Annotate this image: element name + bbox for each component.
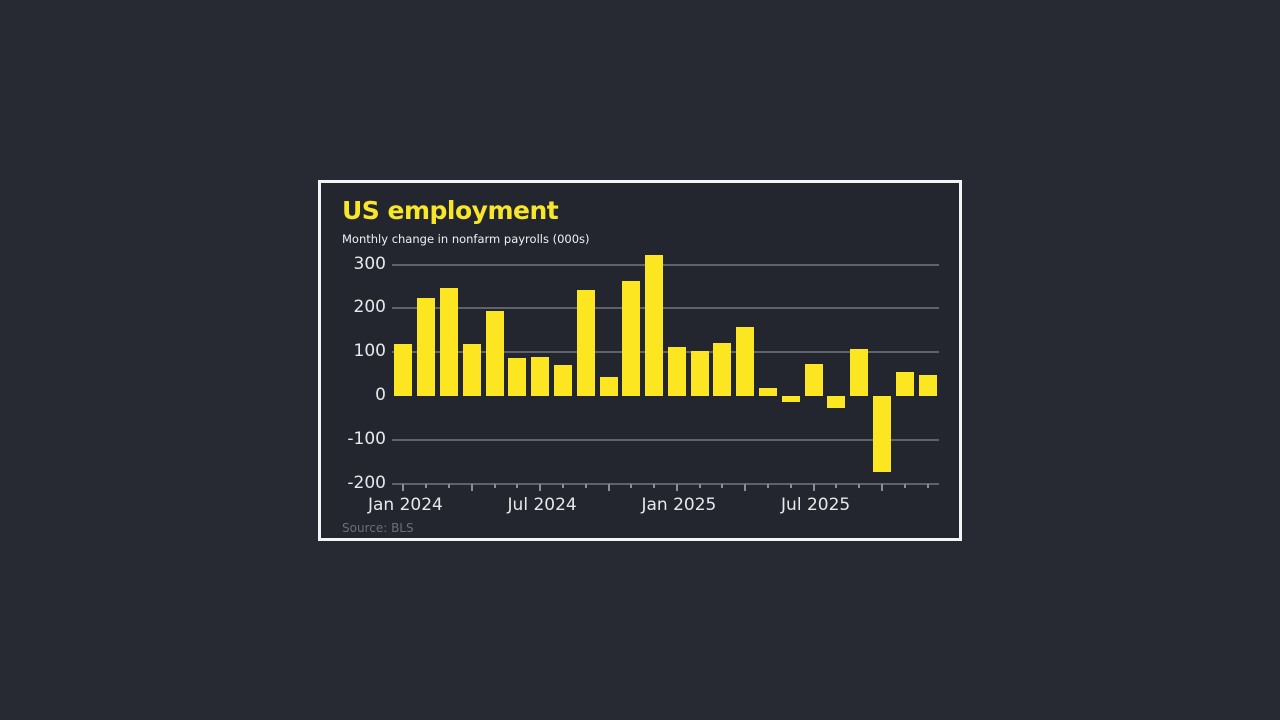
bar-oct-2024	[599, 377, 618, 396]
gridline	[392, 307, 939, 310]
gridline	[392, 438, 939, 441]
bar-apr-2024	[462, 344, 481, 396]
plot-area: 300 200 100 0 -100 -200 Jan 2024 Jul 2024 Jan 20…	[321, 183, 959, 538]
bar-jan-2024	[394, 344, 413, 396]
x-axis-tick	[470, 483, 473, 491]
bar-jul-2025	[804, 364, 823, 396]
gridline	[392, 263, 939, 266]
x-axis-tick	[698, 483, 701, 488]
bar-nov-2025	[895, 371, 914, 396]
x-axis-tick	[675, 483, 678, 491]
x-axis-tick	[516, 483, 519, 488]
gridline	[392, 351, 939, 354]
bar-aug-2025	[827, 396, 846, 408]
x-axis-label: Jan 2024	[367, 494, 443, 515]
bar-feb-2025	[690, 351, 709, 396]
x-axis-tick	[425, 483, 428, 488]
x-axis-label: Jul 2024	[507, 494, 577, 515]
x-axis-tick	[493, 483, 496, 488]
gridline	[392, 482, 939, 485]
bar-nov-2024	[622, 281, 641, 396]
x-axis-tick	[447, 483, 450, 488]
bar-sep-2025	[850, 348, 869, 396]
bar-apr-2025	[736, 326, 755, 396]
bar-mar-2025	[713, 343, 732, 396]
x-axis-tick	[607, 483, 610, 491]
bar-jan-2025	[667, 347, 686, 396]
bar-oct-2025	[873, 396, 892, 473]
y-axis-label: 100	[353, 341, 386, 362]
bar-jun-2025	[781, 396, 800, 402]
bar-mar-2024	[439, 288, 458, 396]
y-axis-label: -200	[347, 472, 386, 493]
y-axis-label: 200	[353, 297, 386, 318]
x-axis-tick	[767, 483, 770, 488]
x-axis-tick	[539, 483, 542, 491]
bar-jul-2024	[531, 357, 550, 396]
x-axis-tick	[721, 483, 724, 488]
bar-may-2025	[759, 387, 778, 396]
y-axis-label: 0	[375, 385, 386, 405]
bar-sep-2024	[576, 290, 595, 396]
bar-jun-2024	[508, 357, 527, 396]
x-axis-label: Jul 2025	[781, 494, 851, 515]
chart-subtitle: Monthly change in nonfarm payrolls (000s…	[342, 232, 590, 246]
chart-title: US employment	[342, 196, 559, 225]
x-axis-tick	[881, 483, 884, 491]
bar-dec-2024	[645, 254, 664, 396]
x-axis-tick	[858, 483, 861, 488]
x-axis-label: Jan 2025	[641, 494, 717, 515]
x-axis-tick	[402, 483, 405, 491]
chart-card: US employment Monthly change in nonfarm …	[318, 180, 962, 541]
x-axis-tick	[653, 483, 656, 488]
x-axis-tick	[561, 483, 564, 488]
x-axis-tick	[789, 483, 792, 488]
chart-source: Source: BLS	[342, 521, 414, 535]
x-axis-tick	[926, 483, 929, 488]
x-axis-tick	[812, 483, 815, 491]
x-axis-tick	[584, 483, 587, 488]
bar-may-2024	[485, 311, 504, 396]
bar-dec-2025	[918, 374, 937, 396]
x-axis-tick	[903, 483, 906, 488]
y-axis-label: -100	[347, 428, 386, 449]
bar-feb-2024	[417, 298, 436, 396]
x-axis-tick	[744, 483, 747, 491]
x-axis-tick	[630, 483, 633, 488]
bar-aug-2024	[553, 365, 572, 396]
x-axis-tick	[835, 483, 838, 488]
y-axis-label: 300	[353, 253, 386, 274]
